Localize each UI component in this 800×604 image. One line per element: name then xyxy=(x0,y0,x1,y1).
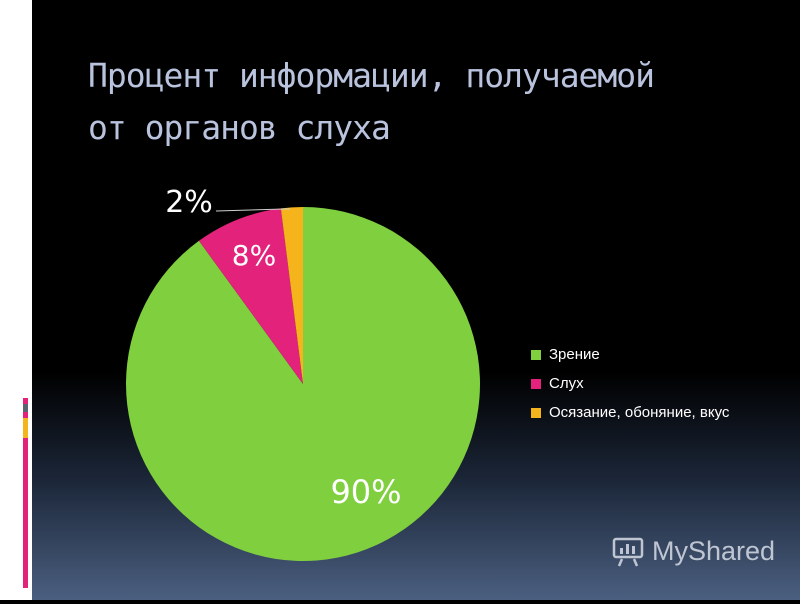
slice-vision xyxy=(125,207,481,562)
data-label-hearing: 8% xyxy=(232,239,276,272)
legend-item-vision: Зрение xyxy=(531,340,791,369)
decorative-bars xyxy=(23,398,28,588)
legend-swatch-other-senses xyxy=(531,407,541,418)
legend-label-hearing: Слух xyxy=(549,375,584,392)
chart-legend: Зрение Слух Осязание, обоняние, вкус xyxy=(531,340,791,427)
legend-label-vision: Зрение xyxy=(549,346,600,363)
legend-swatch-vision xyxy=(531,349,541,360)
legend-swatch-hearing xyxy=(531,378,541,389)
slide-title: Процент информации, получаемой от органо… xyxy=(88,50,748,154)
leader-line-other-senses xyxy=(215,208,290,212)
legend-label-other-senses: Осязание, обоняние, вкус xyxy=(549,404,730,421)
legend-item-hearing: Слух xyxy=(531,369,791,398)
data-label-vision: 90% xyxy=(330,473,401,511)
slice-other-senses xyxy=(280,207,303,384)
data-label-other-senses: 2% xyxy=(165,185,213,220)
slide-title-line-2: от органов слуха xyxy=(88,108,391,147)
slide-title-line-1: Процент информации, получаемой xyxy=(88,56,655,95)
slide-left-strip xyxy=(0,0,32,600)
watermark: MyShared xyxy=(610,533,775,569)
legend-item-other-senses: Осязание, обоняние, вкус xyxy=(531,398,791,427)
slice-hearing xyxy=(198,208,303,384)
myshared-logo-icon xyxy=(612,537,644,567)
watermark-text: MyShared xyxy=(652,535,776,566)
